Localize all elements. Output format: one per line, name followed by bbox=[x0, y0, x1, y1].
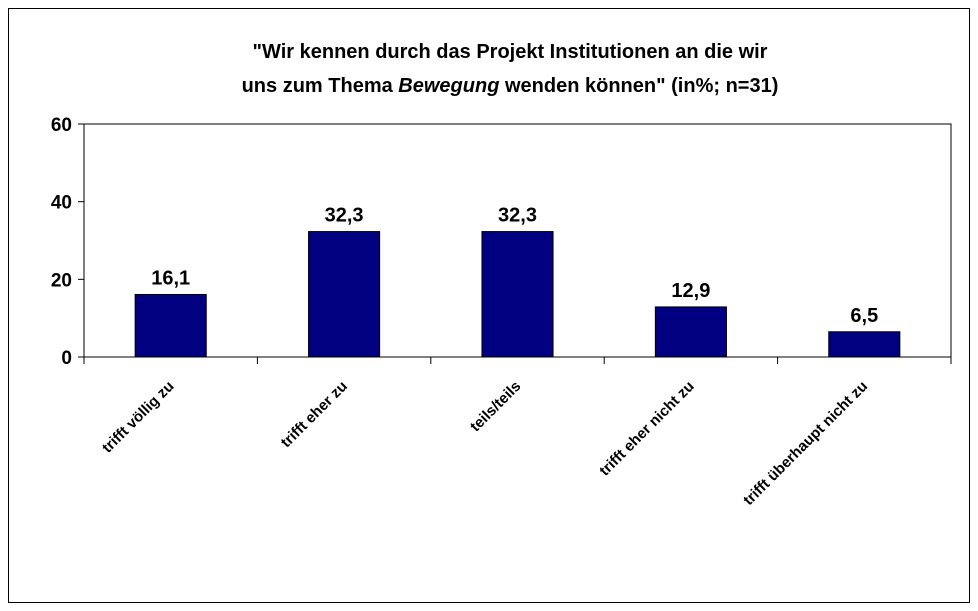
bar bbox=[654, 306, 727, 358]
bar bbox=[308, 231, 381, 358]
bar bbox=[134, 293, 207, 358]
value-label: 6,5 bbox=[850, 305, 878, 327]
y-tick-label: 40 bbox=[51, 193, 72, 214]
bar bbox=[828, 331, 901, 358]
y-tick-label: 0 bbox=[61, 348, 72, 369]
title-part: uns zum Thema bbox=[242, 75, 394, 97]
value-label: 16,1 bbox=[151, 267, 190, 289]
bar bbox=[481, 231, 554, 358]
title-part: Bewegung bbox=[398, 75, 499, 97]
chart-title: uns zum Thema Bewegung wenden können" (i… bbox=[242, 75, 779, 97]
value-label: 12,9 bbox=[671, 280, 710, 302]
value-label: 32,3 bbox=[498, 205, 537, 227]
value-label: 32,3 bbox=[325, 205, 364, 227]
title-part: wenden können" (in%; n=31) bbox=[504, 75, 778, 97]
y-tick-label: 20 bbox=[51, 270, 72, 291]
y-tick-label: 60 bbox=[51, 115, 72, 136]
chart-title: "Wir kennen durch das Projekt Institutio… bbox=[253, 41, 768, 63]
